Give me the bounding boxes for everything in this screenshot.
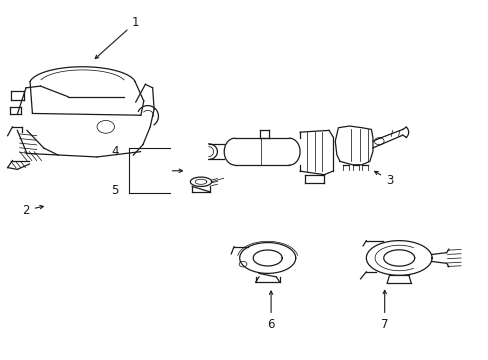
Text: 6: 6 <box>267 291 274 331</box>
Text: 3: 3 <box>374 171 392 186</box>
Text: 2: 2 <box>22 204 43 217</box>
Text: 4: 4 <box>111 145 119 158</box>
Text: 7: 7 <box>380 291 387 331</box>
Text: 5: 5 <box>111 184 119 197</box>
Text: 1: 1 <box>95 16 139 59</box>
